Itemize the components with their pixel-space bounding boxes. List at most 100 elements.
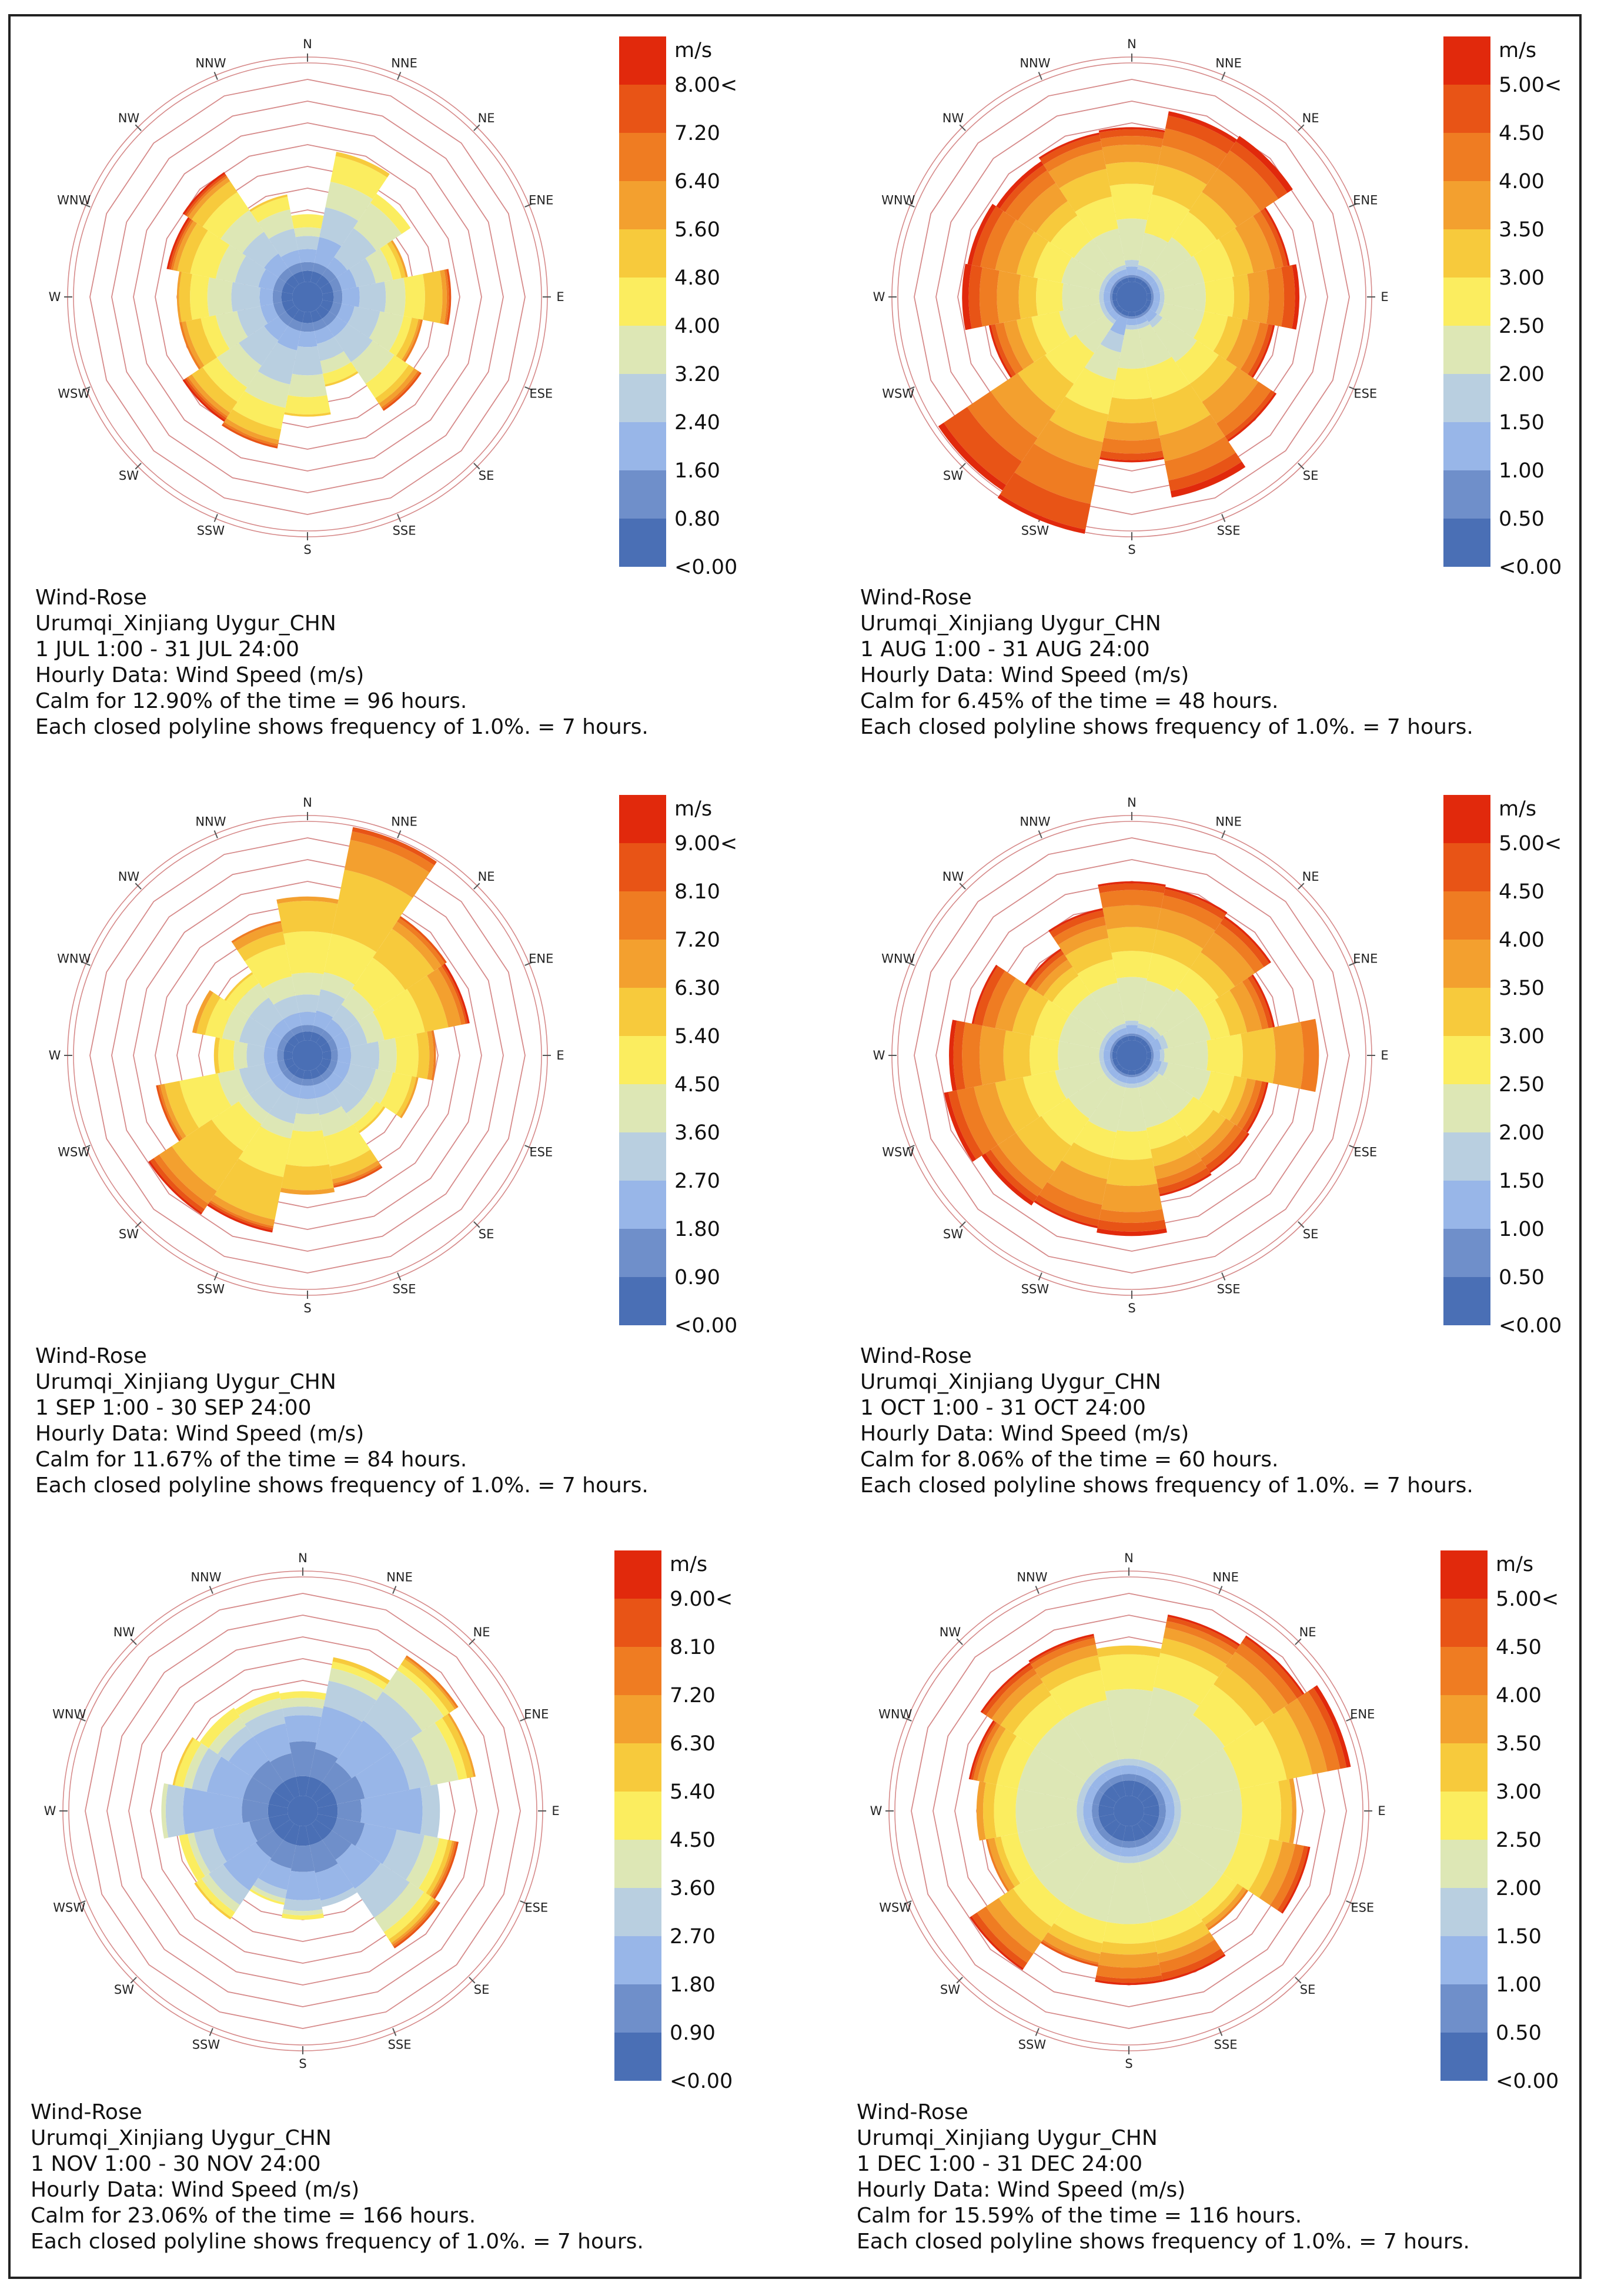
sector-SE-bin-8: [381, 370, 420, 409]
caption-line-2: 1 AUG 1:00 - 31 AUG 24:00: [860, 637, 1150, 661]
chart-title: Wind-Rose: [35, 1344, 147, 1368]
direction-label-N: N: [1127, 796, 1137, 810]
sector-SSW-bin-10: [1034, 1200, 1098, 1229]
sector-NW-bin-4: [208, 1716, 246, 1754]
sector-N-bin-4: [293, 227, 322, 238]
direction-tick-NW: [956, 1638, 963, 1645]
sector-N-bin-5: [279, 1691, 326, 1700]
sector-WSW-bin-4: [1055, 1061, 1105, 1099]
sector-SSE-bin-0: [1135, 1068, 1143, 1075]
sector-NW-bin-0: [1115, 1039, 1124, 1047]
sector-NNW-bin-4: [258, 209, 294, 239]
legend-swatch-10: [614, 1550, 661, 1599]
direction-label-NE: NE: [478, 111, 495, 125]
sector-NW-bin-5: [199, 1707, 240, 1749]
sector-W-bin-5: [1029, 1035, 1059, 1075]
wind-rose-panel-4: N NNE NE ENE E ESE SE SSE S SSW SW WSW W WNW NW NNW m/s <…: [860, 795, 1562, 1498]
sector-SW-bin-10: [148, 1160, 203, 1215]
direction-label-W: W: [873, 290, 885, 304]
sector-NE-bin-5: [1171, 212, 1217, 258]
sector-NNE-bin-6: [332, 870, 413, 953]
sector-E-bin-6: [416, 1031, 430, 1080]
sector-NNW-bin-3: [269, 228, 299, 258]
sector-ENE-bin-4: [411, 1722, 459, 1786]
sector-NNE-bin-0: [306, 1776, 322, 1799]
sector-E-bin-4: [377, 1038, 397, 1073]
direction-tick-ESE: [524, 1145, 533, 1149]
sector-W-bin-6: [1018, 275, 1038, 319]
sector-NNW-bin-6: [1040, 1655, 1101, 1692]
sector-SE-bin-4: [374, 1882, 425, 1933]
sector-ESE-bin-9: [433, 1841, 459, 1900]
sector-NNE-bin-6: [1152, 164, 1207, 210]
direction-label-E: E: [552, 1804, 559, 1818]
legend-label-4: 2.00: [1499, 363, 1545, 386]
caption-line-3: Hourly Data: Wind Speed (m/s): [860, 663, 1189, 687]
sector-SSE-bin-6: [329, 1149, 378, 1179]
legend-label-5: 2.50: [1499, 315, 1545, 338]
sector-S-bin-2: [1126, 318, 1138, 326]
sector-SW-bin-8: [186, 376, 228, 419]
sector-SE-bin-5: [1175, 340, 1219, 384]
sector-S-bin-9: [1099, 450, 1164, 460]
sector-WNW-bin-5: [190, 230, 230, 279]
sector-SSE-bin-1: [1135, 1071, 1144, 1077]
legend-label-8: 4.00: [1499, 170, 1545, 193]
legend-unit: m/s: [1496, 1553, 1533, 1576]
sector-S-bin-8: [1101, 437, 1162, 454]
legend-label-3: 2.70: [670, 1925, 716, 1949]
sector-ESE-bin-0: [1141, 1814, 1159, 1828]
sector-WNW-bin-2: [206, 1756, 252, 1799]
sector-SSE-bin-2: [1136, 1073, 1148, 1084]
sector-SW-bin-4: [239, 1094, 269, 1124]
sector-ESE-bin-5: [1198, 1071, 1235, 1114]
sector-S-bin-4: [292, 1113, 323, 1132]
sector-SSE-bin-4: [1139, 1854, 1192, 1922]
sector-NW-bin-3: [1085, 1767, 1104, 1786]
legend-label-9: 7.20: [674, 122, 720, 145]
sector-E-bin-6: [1241, 1027, 1276, 1084]
sector-NW-bin-5: [1052, 975, 1091, 1015]
sector-WNW-bin-2: [1104, 281, 1114, 293]
sector-NW-bin-0: [285, 275, 299, 289]
sector-NE-bin-0: [316, 275, 330, 289]
caption-line-5: Each closed polyline shows frequency of …: [857, 2230, 1470, 2254]
sector-SSW-bin-2: [1109, 315, 1128, 336]
frequency-ring-8: [133, 122, 482, 472]
sector-WNW-bin-3: [235, 256, 266, 288]
sector-E-bin-1: [337, 1799, 362, 1823]
sector-NW-bin-9: [184, 173, 227, 216]
sector-NW-bin-1: [278, 268, 293, 283]
sector-SSW-bin-5: [249, 1889, 285, 1905]
sector-S-bin-4: [288, 373, 327, 397]
caption-line-3: Hourly Data: Wind Speed (m/s): [31, 2178, 359, 2202]
sector-NE-bin-3: [1154, 1767, 1172, 1786]
sector-SSW-bin-7: [224, 418, 279, 445]
sector-SE-bin-2: [1144, 309, 1158, 323]
sector-WNW-bin-7: [192, 990, 213, 1034]
legend-label-3: 1.50: [1496, 1925, 1542, 1949]
sector-E-bin-1: [1158, 1803, 1166, 1819]
sector-WNW-bin-7: [995, 219, 1034, 275]
direction-label-WSW: WSW: [882, 387, 914, 401]
sector-SSE-bin-10: [1162, 1954, 1226, 1982]
sector-SE-bin-0: [311, 1819, 332, 1840]
sector-SE-bin-4: [1152, 318, 1197, 362]
legend-swatch-2: [1440, 1936, 1488, 1984]
sector-NE-bin-4: [1158, 1715, 1225, 1782]
sector-ENE-bin-3: [393, 1738, 431, 1790]
sector-W-bin-2: [1083, 1802, 1093, 1820]
sector-SW-bin-9: [150, 1158, 205, 1213]
direction-label-ESE: ESE: [529, 1145, 553, 1159]
legend-swatch-7: [1440, 1695, 1488, 1743]
sector-WSW-bin-6: [1016, 316, 1047, 363]
sector-ENE-bin-0: [1141, 1794, 1159, 1808]
legend-label-3: 1.50: [1499, 1169, 1545, 1193]
sector-NE-bin-5: [370, 193, 411, 235]
sector-NE-bin-10: [1224, 916, 1271, 964]
sector-NNE-bin-9: [352, 827, 437, 865]
legend-label-6: 3.00: [1499, 1025, 1545, 1048]
sector-NE-bin-2: [1144, 273, 1156, 285]
sector-WSW-bin-8: [957, 1087, 998, 1155]
